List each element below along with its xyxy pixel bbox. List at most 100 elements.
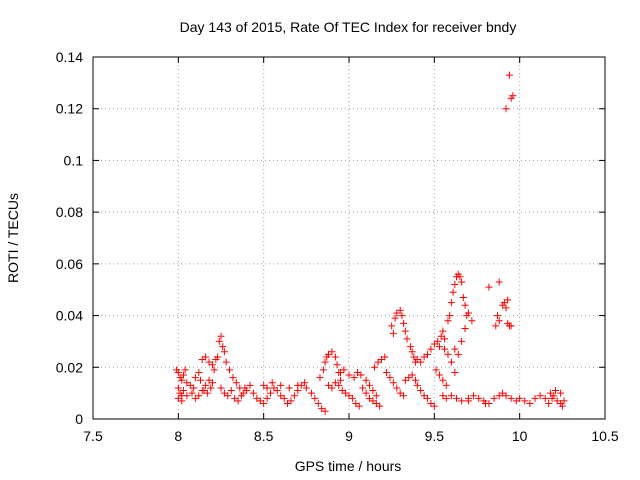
data-point — [507, 322, 515, 330]
data-point — [400, 319, 408, 327]
data-point — [464, 397, 472, 405]
data-point — [369, 387, 377, 395]
data-point — [449, 288, 457, 296]
data-point — [290, 392, 298, 400]
data-point — [372, 392, 380, 400]
data-point — [207, 384, 215, 392]
data-point — [435, 343, 443, 351]
data-point — [446, 312, 454, 320]
data-point — [526, 399, 534, 407]
data-point — [516, 394, 524, 402]
data-point — [348, 394, 356, 402]
data-point — [521, 397, 529, 405]
data-point — [227, 387, 235, 395]
data-point — [316, 374, 324, 382]
data-point — [222, 358, 230, 366]
data-point — [237, 392, 245, 400]
data-point — [386, 374, 394, 382]
data-point — [217, 332, 225, 340]
x-axis-label: GPS time / hours — [295, 458, 402, 474]
data-point — [482, 399, 490, 407]
data-point — [403, 335, 411, 343]
data-point — [417, 358, 425, 366]
data-point — [203, 389, 211, 397]
data-point — [224, 392, 232, 400]
data-point — [183, 392, 191, 400]
data-point — [470, 392, 478, 400]
y-tick-label: 0.14 — [56, 49, 83, 65]
data-point — [475, 394, 483, 402]
data-point — [215, 337, 223, 345]
data-point — [202, 381, 210, 389]
data-point — [451, 345, 459, 353]
data-point — [439, 376, 447, 384]
data-point — [495, 278, 503, 286]
data-point — [179, 387, 187, 395]
data-point — [371, 363, 379, 371]
data-point — [198, 387, 206, 395]
data-point — [219, 343, 227, 351]
data-point — [321, 358, 329, 366]
x-tick-label: 10 — [512, 428, 528, 444]
data-point — [195, 368, 203, 376]
y-tick-label: 0.1 — [64, 152, 84, 168]
data-point — [191, 374, 199, 382]
data-point — [558, 402, 566, 410]
data-point — [504, 296, 512, 304]
data-point — [328, 384, 336, 392]
data-point — [396, 306, 404, 314]
data-point — [314, 399, 322, 407]
data-point — [331, 353, 339, 361]
data-point — [226, 366, 234, 374]
data-point — [401, 327, 409, 335]
data-point — [548, 394, 556, 402]
data-point — [400, 392, 408, 400]
data-point — [202, 353, 210, 361]
data-point — [178, 376, 186, 384]
data-point — [263, 394, 271, 402]
data-point — [243, 387, 251, 395]
data-point — [210, 366, 218, 374]
data-point — [430, 402, 438, 410]
data-point — [389, 330, 397, 338]
data-point — [376, 402, 384, 410]
data-point — [285, 384, 293, 392]
y-tick-label: 0.06 — [56, 256, 83, 272]
data-point — [531, 394, 539, 402]
data-point — [424, 350, 432, 358]
data-point — [333, 361, 341, 369]
x-tick-label: 7.5 — [83, 428, 103, 444]
data-point — [181, 366, 189, 374]
data-point — [174, 384, 182, 392]
data-point — [217, 384, 225, 392]
data-point — [388, 322, 396, 330]
y-tick-label: 0 — [75, 411, 83, 427]
data-point — [464, 309, 472, 317]
data-point — [246, 381, 254, 389]
data-point — [406, 343, 414, 351]
data-point — [493, 312, 501, 320]
data-point — [408, 371, 416, 379]
data-point — [454, 350, 462, 358]
data-point — [451, 368, 459, 376]
data-point — [435, 371, 443, 379]
data-point — [505, 71, 513, 79]
data-point — [263, 384, 271, 392]
chart-title: Day 143 of 2015, Rate Of TEC Index for r… — [180, 19, 517, 35]
data-point — [195, 392, 203, 400]
y-tick-label: 0.12 — [56, 101, 83, 117]
data-point — [441, 345, 449, 353]
data-point — [417, 387, 425, 395]
data-point — [502, 304, 510, 312]
data-point — [190, 384, 198, 392]
x-tick-labels: 7.5 8 8.5 9 9.5 10 10.5 — [83, 428, 619, 444]
data-point — [232, 379, 240, 387]
data-point — [311, 394, 319, 402]
data-point — [362, 389, 370, 397]
data-point — [458, 397, 466, 405]
data-point — [266, 389, 274, 397]
data-point — [398, 312, 406, 320]
data-point — [451, 281, 459, 289]
data-point — [287, 397, 295, 405]
